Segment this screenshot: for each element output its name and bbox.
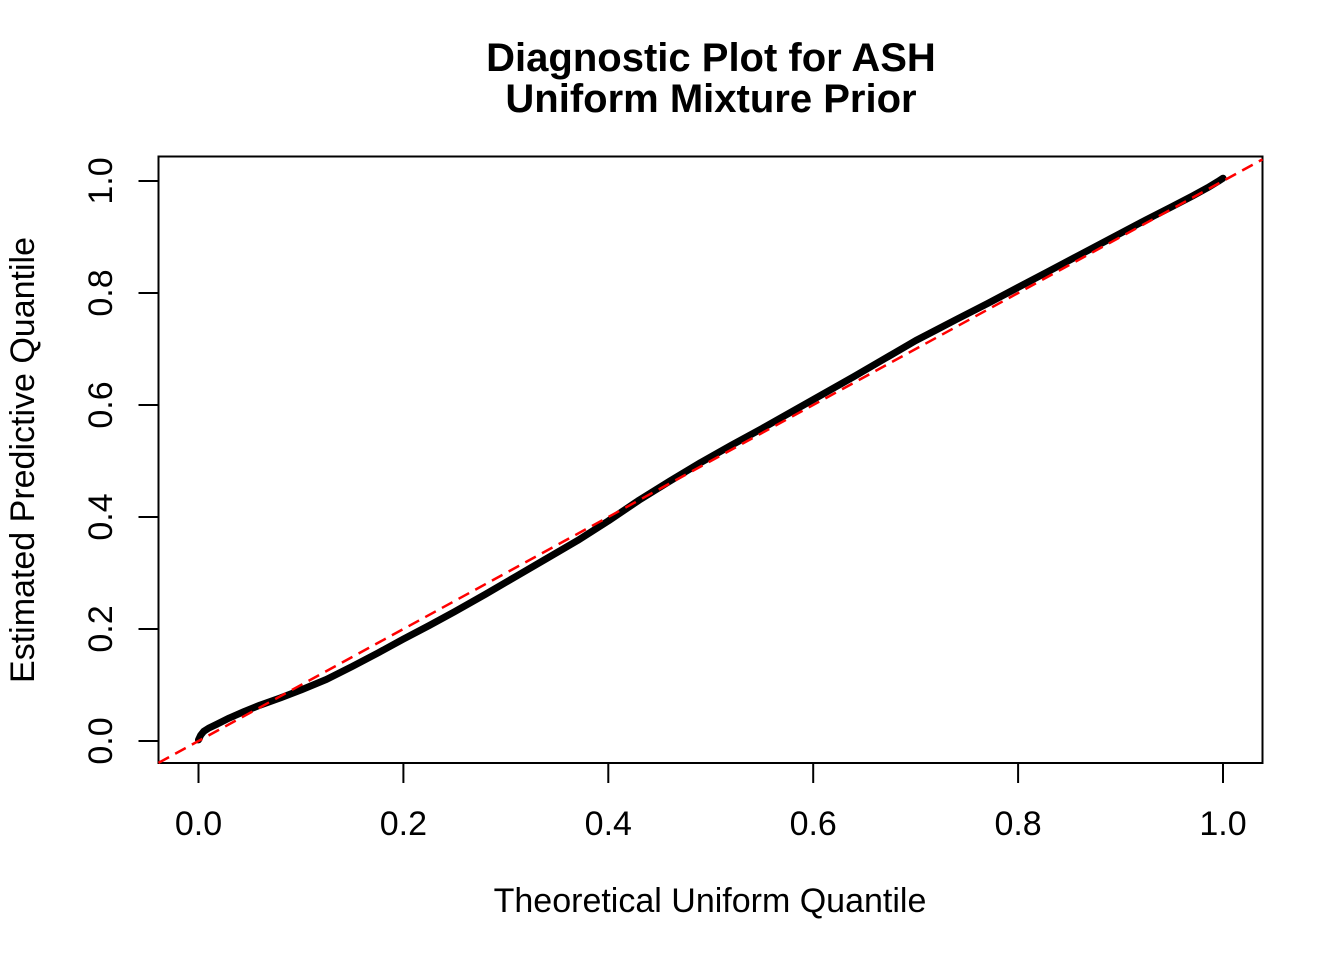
quantile-curve <box>195 174 1227 744</box>
x-axis-label: Theoretical Uniform Quantile <box>494 882 927 920</box>
plot-title-line-1: Diagnostic Plot for ASH <box>486 36 936 80</box>
reference-diagonal-line <box>157 158 1264 764</box>
y-tick-label: 0.0 <box>82 717 120 764</box>
y-tick-label: 1.0 <box>82 157 120 204</box>
y-tick-label: 0.2 <box>82 605 120 652</box>
x-axis-ticks: 0.0 0.2 0.4 0.6 0.8 1.0 <box>175 763 1247 843</box>
x-tick-label: 1.0 <box>1199 805 1246 843</box>
y-axis-label: Estimated Predictive Quantile <box>4 237 42 683</box>
x-tick-label: 0.6 <box>790 805 837 843</box>
plot-title-line-2: Uniform Mixture Prior <box>505 77 916 121</box>
x-tick-label: 0.8 <box>994 805 1041 843</box>
y-tick-label: 0.6 <box>82 381 120 428</box>
x-tick-label: 0.4 <box>585 805 632 843</box>
y-tick-label: 0.4 <box>82 493 120 540</box>
y-axis-ticks: 0.0 0.2 0.4 0.6 0.8 1.0 <box>82 157 159 765</box>
y-tick-label: 0.8 <box>82 269 120 316</box>
x-tick-label: 0.2 <box>380 805 427 843</box>
x-tick-label: 0.0 <box>175 805 222 843</box>
plot-box <box>157 155 1264 764</box>
